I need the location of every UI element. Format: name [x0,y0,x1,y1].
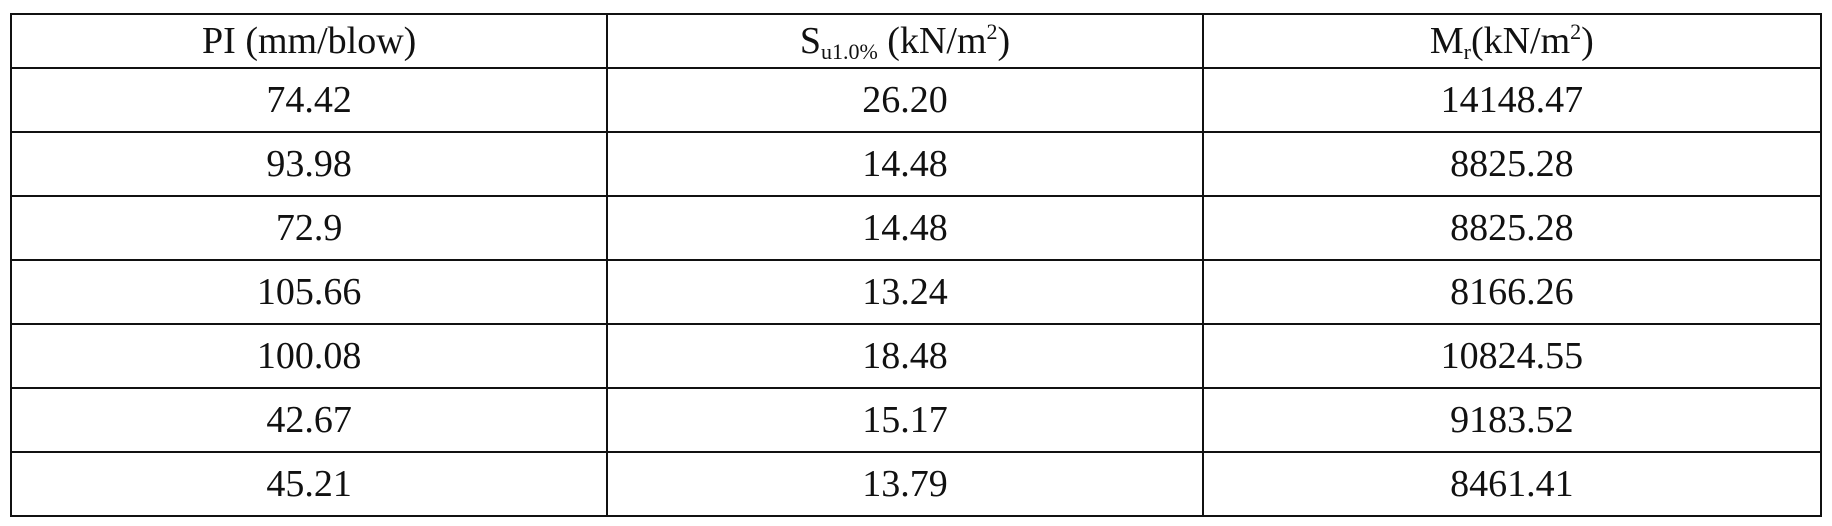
header-unit: (kN/m [1470,20,1571,62]
cell-mr: 8825.28 [1201,131,1823,197]
cell-pi: 105.66 [9,259,609,325]
table-row: 93.98 14.48 8825.28 [9,131,1823,197]
cell-pi: 45.21 [9,451,609,517]
header-superscript: 2 [1570,19,1582,44]
cell-mr: 9183.52 [1201,387,1823,453]
cell-mr: 8166.26 [1201,259,1823,325]
header-subscript: r [1463,39,1471,64]
header-unit: (kN/m [877,20,987,62]
header-unit-end: ) [997,20,1011,62]
table-row: 100.08 18.48 10824.55 [9,323,1823,389]
table-row: 42.67 15.17 9183.52 [9,387,1823,453]
table-row: 45.21 13.79 8461.41 [9,451,1823,517]
header-subscript: u1.0% [820,39,878,64]
cell-su: 14.48 [606,195,1204,261]
cell-mr: 14148.47 [1201,67,1823,133]
header-text: S [799,20,821,62]
cell-su: 13.79 [606,451,1204,517]
cell-su: 15.17 [606,387,1204,453]
cell-pi: 100.08 [9,323,609,389]
table-row: 74.42 26.20 14148.47 [9,67,1823,133]
header-pi: PI (mm/blow) [9,13,609,69]
data-table: PI (mm/blow) Su1.0% (kN/m2) Mr(kN/m2) 74… [9,13,1823,517]
cell-mr: 8825.28 [1201,195,1823,261]
header-su: Su1.0% (kN/m2) [606,13,1204,69]
cell-pi: 72.9 [9,195,609,261]
cell-pi: 93.98 [9,131,609,197]
header-unit-end: ) [1581,20,1594,62]
cell-su: 13.24 [606,259,1204,325]
cell-su: 26.20 [606,67,1204,133]
header-superscript: 2 [986,19,998,44]
table-row: 72.9 14.48 8825.28 [9,195,1823,261]
header-mr: Mr(kN/m2) [1201,13,1823,69]
table-row: 105.66 13.24 8166.26 [9,259,1823,325]
cell-mr: 8461.41 [1201,451,1823,517]
header-row: PI (mm/blow) Su1.0% (kN/m2) Mr(kN/m2) [9,13,1823,69]
header-text: PI (mm/blow) [202,20,417,62]
cell-pi: 42.67 [9,387,609,453]
cell-su: 14.48 [606,131,1204,197]
cell-mr: 10824.55 [1201,323,1823,389]
cell-su: 18.48 [606,323,1204,389]
header-text: M [1429,20,1464,62]
cell-pi: 74.42 [9,67,609,133]
